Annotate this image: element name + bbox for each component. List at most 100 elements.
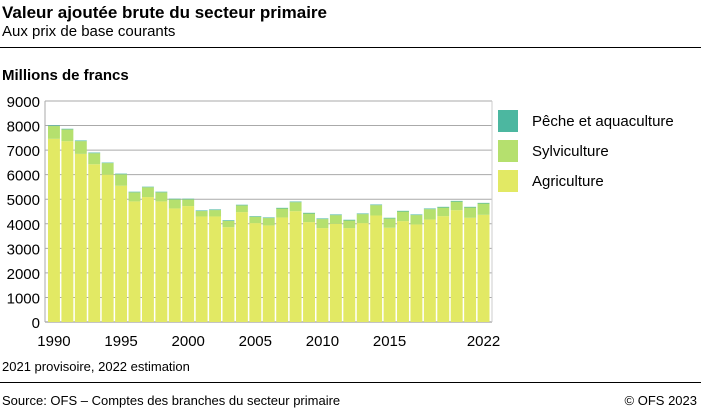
bar-agriculture-2019 [437,216,450,322]
bar-sylviculture-1990 [48,126,60,139]
bar-agriculture-2006 [262,225,275,322]
bar-agriculture-1995 [115,185,128,322]
x-tick-label: 2005 [239,333,272,350]
bar-sylviculture-1997 [141,187,154,198]
bar-agriculture-2014 [370,215,383,322]
bar-agriculture-2011 [329,223,342,322]
bar-agriculture-1993 [88,164,101,322]
bar-pêche-et-aquaculture-2002 [209,209,222,211]
bar-sylviculture-2009 [303,213,315,223]
source: Source: OFS – Comptes des branches du se… [2,393,341,408]
bar-agriculture-2022 [477,214,490,322]
bar-pêche-et-aquaculture-2011 [329,214,342,216]
bar-pêche-et-aquaculture-2013 [356,213,369,215]
bar-sylviculture-2004 [235,205,248,213]
footnote: 2021 provisoire, 2022 estimation [2,359,190,374]
bar-sylviculture-2017 [410,215,423,225]
legend-label: Sylviculture [532,143,609,160]
y-tick-label: 1000 [7,290,40,307]
bar-agriculture-1998 [155,201,168,322]
bar-agriculture-1992 [74,153,87,322]
bar-pêche-et-aquaculture-1998 [155,191,168,193]
y-tick-label: 7000 [7,143,40,160]
bar-agriculture-2000 [182,206,195,322]
bar-sylviculture-2021 [464,207,477,218]
bar-sylviculture-2005 [249,216,262,224]
bar-pêche-et-aquaculture-2005 [249,216,262,217]
bar-pêche-et-aquaculture-2006 [262,217,275,219]
bar-agriculture-1996 [128,201,141,322]
bar-pêche-et-aquaculture-2015 [383,217,396,219]
x-tick-label: 1995 [104,333,137,350]
bar-agriculture-2016 [397,221,409,322]
bar-agriculture-2017 [410,224,423,322]
bar-pêche-et-aquaculture-2009 [303,212,315,214]
bar-agriculture-2005 [249,223,262,322]
x-tick-label: 2010 [306,333,339,350]
chart-subtitle: Aux prix de base courants [2,23,176,40]
bar-agriculture-2015 [383,227,396,322]
bar-agriculture-2010 [316,228,329,322]
x-tick-label: 1990 [37,333,70,350]
bar-sylviculture-2022 [477,203,490,215]
bar-pêche-et-aquaculture-1994 [101,162,114,164]
bar-sylviculture-1995 [115,174,128,186]
bar-sylviculture-2014 [370,205,383,216]
bar-sylviculture-2011 [329,215,342,224]
bar-pêche-et-aquaculture-2007 [276,207,289,209]
bar-sylviculture-2002 [209,210,222,217]
bar-agriculture-2021 [464,217,477,322]
bar-pêche-et-aquaculture-1999 [168,198,181,200]
y-tick-label: 0 [32,315,40,332]
bar-agriculture-2020 [450,210,463,322]
header-divider [0,47,701,48]
legend-label: Pêche et aquaculture [532,113,674,130]
bar-sylviculture-1998 [155,192,168,202]
bar-sylviculture-2015 [383,218,396,228]
bar-pêche-et-aquaculture-1990 [48,125,60,127]
bar-sylviculture-1999 [168,199,181,209]
bar-sylviculture-2013 [356,214,369,224]
bar-sylviculture-2007 [276,208,289,218]
bar-sylviculture-2020 [450,201,463,211]
bar-sylviculture-1993 [88,153,101,165]
bar-agriculture-1991 [61,141,74,322]
bar-pêche-et-aquaculture-1996 [128,191,141,193]
bar-agriculture-2008 [289,211,302,322]
legend-swatch [498,170,518,192]
bar-sylviculture-2012 [343,220,356,229]
bar-agriculture-2001 [195,216,208,322]
bar-sylviculture-2016 [397,211,409,222]
y-tick-label: 2000 [7,266,40,283]
bar-sylviculture-2019 [437,207,450,217]
bar-pêche-et-aquaculture-2010 [316,218,329,220]
bar-pêche-et-aquaculture-1992 [74,140,87,142]
bar-agriculture-1994 [101,174,114,322]
y-axis-label: Millions de francs [2,67,129,84]
legend-swatch [498,140,518,162]
bar-agriculture-1990 [48,138,60,322]
bar-agriculture-1997 [141,197,154,322]
bar-pêche-et-aquaculture-2004 [235,204,248,206]
bar-pêche-et-aquaculture-2021 [464,206,477,208]
bar-sylviculture-2006 [262,218,275,226]
x-tick-label: 2000 [172,333,205,350]
bar-sylviculture-2008 [289,202,302,212]
bar-agriculture-2007 [276,217,289,322]
bar-sylviculture-1994 [101,163,114,175]
bar-agriculture-2004 [235,212,248,322]
y-tick-label: 8000 [7,119,40,136]
bar-agriculture-2009 [303,222,315,322]
bar-pêche-et-aquaculture-2022 [477,202,490,204]
y-tick-label: 6000 [7,168,40,185]
bar-agriculture-1999 [168,208,181,322]
y-tick-label: 5000 [7,192,40,209]
bar-pêche-et-aquaculture-2019 [437,206,450,208]
bar-sylviculture-2000 [182,199,195,207]
y-tick-label: 9000 [7,94,40,111]
bar-pêche-et-aquaculture-2017 [410,214,423,216]
bar-pêche-et-aquaculture-2016 [397,210,409,212]
legend-label: Agriculture [532,173,604,190]
bar-pêche-et-aquaculture-2012 [343,219,356,221]
